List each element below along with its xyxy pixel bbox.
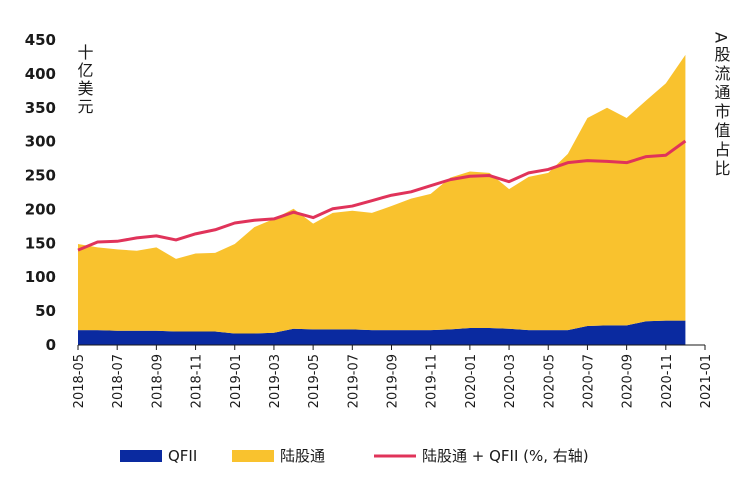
y-tick-label: 350 <box>25 99 56 117</box>
legend-label: QFII <box>168 447 197 465</box>
y2-axis-label: A股流通市值占比 <box>712 32 731 179</box>
x-tick-label: 2020-01 <box>464 354 479 408</box>
y-axis-label: 十亿美元 <box>75 44 94 116</box>
x-tick-label: 2020-07 <box>581 354 596 408</box>
line-layer <box>77 139 687 252</box>
area-layer <box>78 54 686 345</box>
x-tick-label: 2019-05 <box>307 354 322 408</box>
legend-swatch <box>120 450 162 462</box>
x-tick-label: 2019-03 <box>268 354 283 408</box>
x-tick-label: 2018-07 <box>111 354 126 408</box>
y-tick-label: 450 <box>25 31 56 49</box>
x-tick-label: 2018-11 <box>190 354 205 408</box>
y-axis-title: 十亿美元 <box>75 44 94 116</box>
x-tick-label: 2019-01 <box>229 354 244 408</box>
y2-axis-title: A股流通市值占比 <box>712 32 731 179</box>
legend-label: 陆股通 <box>280 447 325 465</box>
y-tick-label: 50 <box>35 302 56 320</box>
x-tick-label: 2018-05 <box>72 354 87 408</box>
y-axis: 0 50 100 150 200 250 300 350 400 450 <box>25 31 56 354</box>
x-tick-label: 2019-11 <box>425 354 440 408</box>
legend-swatch <box>232 450 274 462</box>
y-tick-label: 300 <box>25 133 56 151</box>
y-tick-label: 250 <box>25 167 56 185</box>
legend-label: 陆股通 + QFII (%, 右轴) <box>422 447 589 465</box>
x-tick-label: 2018-09 <box>150 354 165 408</box>
x-tick-label: 2020-09 <box>621 354 636 408</box>
y-tick-label: 150 <box>25 234 56 252</box>
y-tick-label: 200 <box>25 200 56 218</box>
x-tick-label: 2019-07 <box>346 354 361 408</box>
area-qfii <box>78 320 686 345</box>
x-tick-label: 2020-11 <box>660 354 675 408</box>
y-tick-label: 0 <box>46 336 56 354</box>
y-tick-label: 400 <box>25 65 56 83</box>
x-tick-label: 2020-05 <box>542 354 557 408</box>
x-axis: 2018-05 2018-07 2018-09 2018-11 2019-01 2019-… <box>72 344 714 408</box>
x-tick-label: 2021-01 <box>699 354 714 408</box>
area-connect <box>78 54 686 334</box>
x-tick-label: 2019-09 <box>386 354 401 408</box>
line-combined-share <box>77 139 687 252</box>
x-tick-label: 2020-03 <box>503 354 518 408</box>
legend: QFII 陆股通 陆股通 + QFII (%, 右轴) <box>120 447 589 465</box>
y-tick-label: 100 <box>25 268 56 286</box>
